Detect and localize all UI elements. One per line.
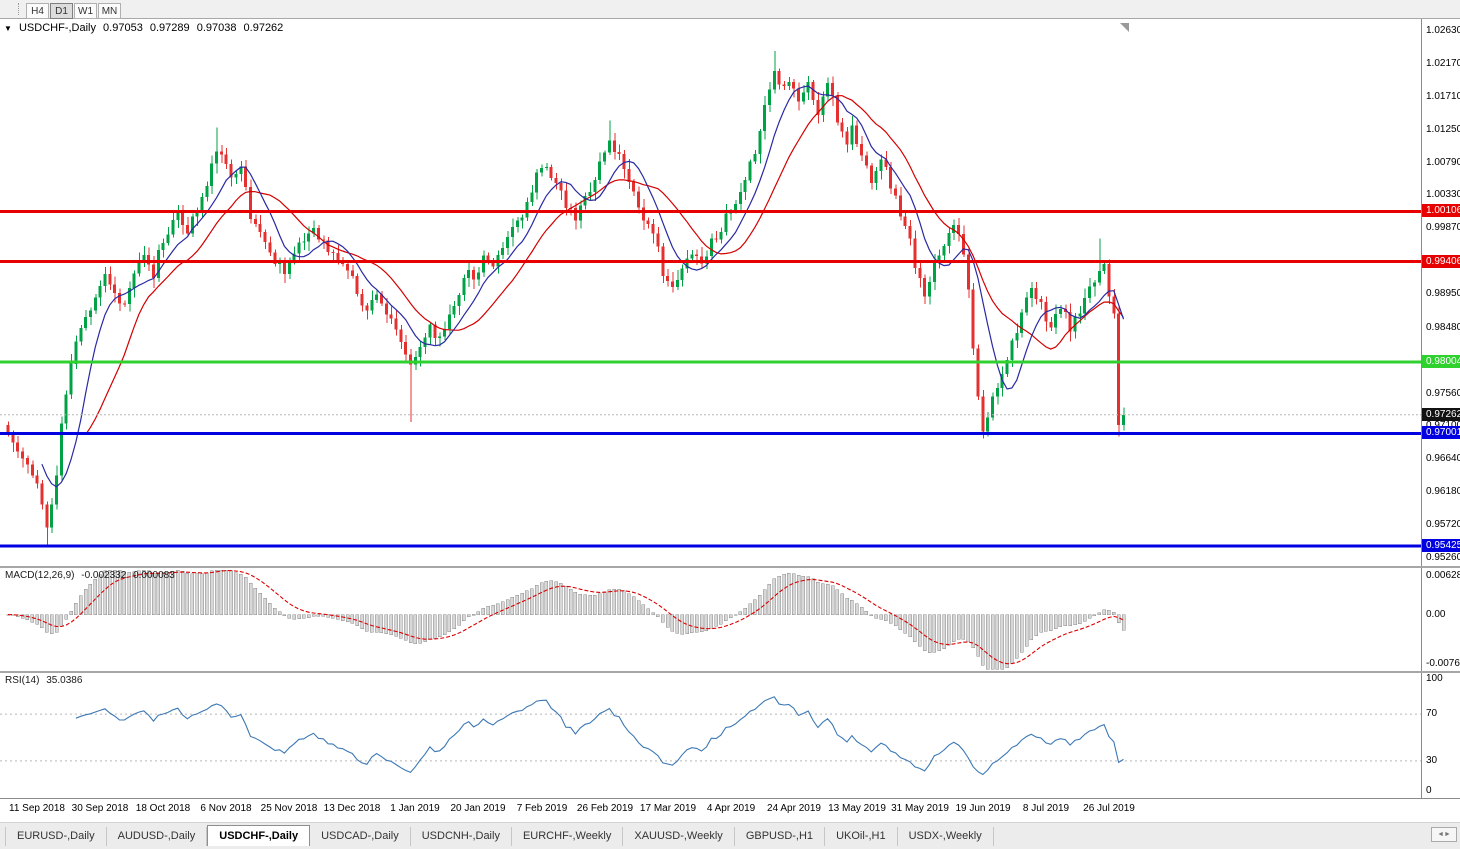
price-badge: 0.97001	[1422, 426, 1460, 439]
date-label: 30 Sep 2018	[71, 803, 129, 814]
tab-scroll-button[interactable]: ◄►	[1431, 827, 1457, 842]
close-value: 0.97262	[243, 22, 284, 34]
timeframe-button-h4[interactable]: H4	[26, 3, 49, 19]
price-tick-label: 0.95720	[1426, 519, 1460, 530]
chart-tab-bar: EURUSD-,Daily AUDUSD-,Daily USDCHF-,Daily U…	[0, 822, 1460, 846]
ma-fast-line	[41, 85, 1125, 488]
date-label: 7 Feb 2019	[516, 803, 568, 814]
macd-title: MACD(12,26,9)	[5, 570, 75, 581]
price-tick-label: 0.97560	[1426, 388, 1460, 399]
macd-signal-line	[7, 570, 1124, 665]
price-tick-label: 1.00330	[1426, 189, 1460, 200]
date-label: 13 May 2019	[828, 803, 886, 814]
timeframe-button-group: H4 D1 W1 MN	[26, 1, 122, 19]
chart-tab[interactable]: USDCHF-,Daily	[207, 825, 311, 846]
rsi-canvas[interactable]	[0, 673, 1421, 798]
chart-tab[interactable]: XAUUSD-,Weekly	[623, 827, 735, 846]
date-label: 31 May 2019	[891, 803, 949, 814]
collapse-triangle-icon[interactable]: ▼	[4, 24, 12, 33]
date-label: 26 Jul 2019	[1083, 803, 1135, 814]
candles-layer	[6, 51, 1125, 545]
date-label: 20 Jan 2019	[450, 803, 506, 814]
chart-shift-marker-icon[interactable]	[1120, 23, 1129, 32]
rsi-axis-0: 0	[1426, 785, 1432, 796]
price-badge: 0.97262	[1422, 408, 1460, 421]
macd-axis-min: -0.0076200	[1426, 658, 1460, 669]
timeframe-button-mn[interactable]: MN	[98, 3, 121, 19]
date-label: 17 Mar 2019	[639, 803, 697, 814]
date-label: 4 Apr 2019	[706, 803, 756, 814]
chart-tab[interactable]: EURCHF-,Weekly	[512, 827, 624, 846]
chart-tab[interactable]: EURUSD-,Daily	[5, 827, 107, 846]
price-tick-label: 0.96180	[1426, 486, 1460, 497]
price-badge: 1.00106	[1422, 204, 1460, 217]
price-tick-label: 1.02170	[1426, 58, 1460, 69]
date-label: 19 Jun 2019	[955, 803, 1011, 814]
time-axis[interactable]: 11 Sep 2018 30 Sep 2018 18 Oct 2018 6 Nov 2…	[0, 799, 1460, 822]
date-label: 25 Nov 2018	[260, 803, 318, 814]
ma-slow-line	[85, 95, 1124, 436]
macd-main-value: -0.002332	[81, 570, 127, 581]
rsi-axis-100: 100	[1426, 673, 1443, 684]
macd-histogram	[6, 569, 1126, 670]
price-tick-label: 1.02630	[1426, 25, 1460, 36]
price-tick-label: 0.99870	[1426, 222, 1460, 233]
price-badge: 0.99406	[1422, 255, 1460, 268]
price-tick-label: 1.00790	[1426, 157, 1460, 168]
time-axis-border	[0, 798, 1460, 799]
timeframe-button-w1[interactable]: W1	[74, 3, 97, 19]
chart-tab[interactable]: AUDUSD-,Daily	[107, 827, 208, 846]
price-axis[interactable]: 0.0062860 0.00 -0.0076200 100 70 30 0 1.…	[1421, 19, 1460, 798]
price-tick-label: 0.96640	[1426, 453, 1460, 464]
low-value: 0.97038	[196, 22, 237, 34]
panel-separator[interactable]	[0, 671, 1460, 673]
panel-separator[interactable]	[0, 566, 1460, 568]
date-label: 11 Sep 2018	[9, 803, 65, 814]
ohlc-header: ▼ USDCHF-,Daily 0.97053 0.97289 0.97038 …	[4, 22, 287, 34]
chart-tab[interactable]: GBPUSD-,H1	[735, 827, 826, 846]
price-tick-label: 0.98480	[1426, 322, 1460, 333]
status-strip	[0, 845, 1460, 849]
open-value: 0.97053	[103, 22, 143, 34]
timeframe-button-d1[interactable]: D1	[50, 3, 73, 19]
macd-canvas[interactable]	[0, 568, 1421, 671]
rsi-axis-70: 70	[1426, 708, 1438, 719]
macd-axis-mid: 0.00	[1426, 609, 1446, 620]
date-label: 6 Nov 2018	[200, 803, 252, 814]
price-tick-label: 0.95260	[1426, 552, 1460, 563]
price-badge: 0.95425	[1422, 539, 1460, 552]
macd-signal-value: 0.000083	[133, 570, 175, 581]
chart-tab-list: EURUSD-,Daily AUDUSD-,Daily USDCHF-,Daily U…	[5, 823, 994, 846]
toolbar-grip[interactable]	[18, 3, 22, 15]
rsi-axis-30: 30	[1426, 755, 1438, 766]
date-label: 24 Apr 2019	[767, 803, 821, 814]
price-chart-canvas[interactable]	[0, 19, 1421, 566]
date-label: 26 Feb 2019	[576, 803, 634, 814]
rsi-title: RSI(14)	[5, 675, 40, 686]
macd-indicator-label: MACD(12,26,9) -0.002332 0.000083	[5, 570, 179, 581]
price-badge: 0.98004	[1422, 355, 1460, 368]
date-label: 1 Jan 2019	[390, 803, 440, 814]
date-label: 18 Oct 2018	[135, 803, 191, 814]
symbol-period-label: USDCHF-,Daily	[18, 22, 96, 34]
price-tick-label: 0.97100	[1426, 420, 1460, 431]
price-tick-label: 1.01710	[1426, 91, 1460, 102]
rsi-value: 35.0386	[46, 675, 83, 686]
chart-tab[interactable]: USDX-,Weekly	[898, 827, 994, 846]
date-label: 8 Jul 2019	[1022, 803, 1070, 814]
chart-tab[interactable]: UKOil-,H1	[825, 827, 898, 846]
rsi-line	[75, 696, 1124, 776]
rsi-indicator-label: RSI(14) 35.0386	[5, 675, 86, 686]
timeframe-toolbar: H4 D1 W1 MN	[0, 0, 1460, 19]
chart-tab[interactable]: USDCAD-,Daily	[310, 827, 411, 846]
date-label: 13 Dec 2018	[323, 803, 381, 814]
price-tick-label: 1.01250	[1426, 124, 1460, 135]
price-tick-label: 0.98950	[1426, 288, 1460, 299]
chart-tab[interactable]: USDCNH-,Daily	[411, 827, 512, 846]
macd-axis-max: 0.0062860	[1426, 570, 1460, 581]
chart-window[interactable]: ▼ USDCHF-,Daily 0.97053 0.97289 0.97038 …	[0, 19, 1460, 822]
high-value: 0.97289	[149, 22, 190, 34]
